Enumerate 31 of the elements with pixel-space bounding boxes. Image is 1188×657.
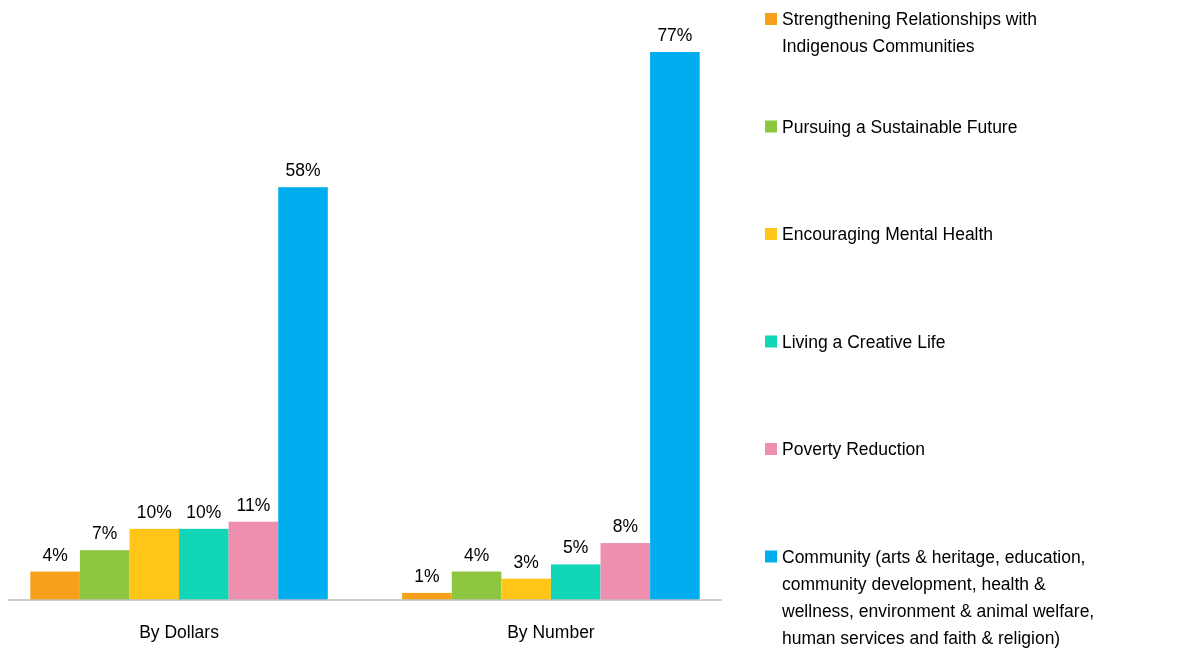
- bar: [501, 578, 551, 600]
- bar: [600, 543, 651, 600]
- data-label: 8%: [612, 516, 638, 537]
- bar: [228, 521, 279, 600]
- x-tick-label: By Number: [507, 622, 595, 642]
- data-label: 10%: [136, 501, 172, 522]
- x-tick-label: By Dollars: [139, 622, 220, 642]
- legend-label: Poverty Reduction: [782, 438, 925, 459]
- data-label: 10%: [186, 501, 222, 522]
- legend-label: Community (arts & heritage, education, community development, health & wellness, environment & animal welfare, human services and faith & religion): [781, 546, 1095, 648]
- bar: [550, 564, 601, 600]
- legend-label: Encouraging Mental Health: [782, 223, 994, 244]
- data-label: 1%: [414, 565, 440, 586]
- bar: [79, 550, 130, 600]
- data-label: 7%: [92, 523, 118, 544]
- legend-label: Living a Creative Life: [782, 331, 946, 352]
- bar: [451, 571, 502, 600]
- data-label: 58%: [285, 160, 321, 181]
- bar: [650, 52, 700, 600]
- bar: [278, 187, 328, 600]
- data-label: 4%: [42, 544, 68, 565]
- data-label: 11%: [236, 494, 271, 515]
- data-label: 77%: [657, 25, 693, 45]
- data-label: 4%: [463, 544, 490, 565]
- bar: [179, 528, 229, 600]
- legend-label: Pursuing a Sustainable Future: [782, 116, 1018, 137]
- data-label: 3%: [513, 551, 539, 572]
- legend-label: Strengthening Relationships with Indigenous Communities: [782, 8, 1037, 56]
- bar: [30, 571, 80, 600]
- data-label: 5%: [563, 537, 589, 558]
- bar: [129, 528, 180, 600]
